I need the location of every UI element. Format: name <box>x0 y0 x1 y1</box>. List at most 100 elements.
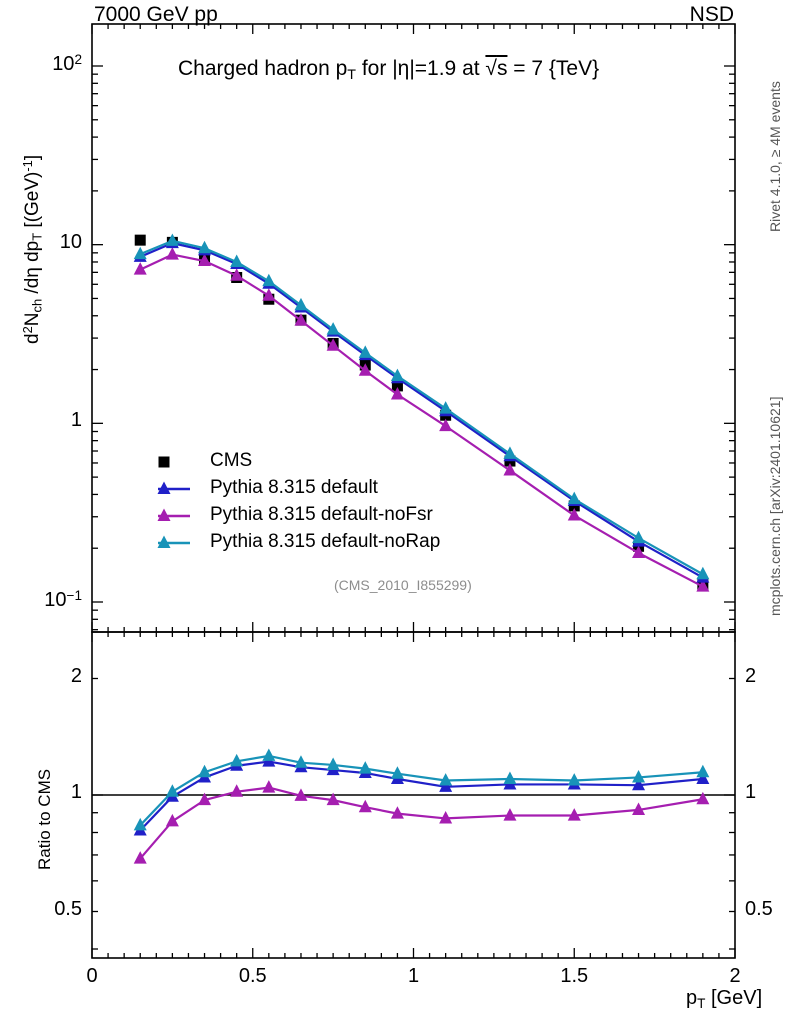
title-part-a: Charged hadron p <box>178 57 348 80</box>
title-s: s <box>496 57 508 80</box>
data-point-pythia-8-315-default-nofsr <box>632 545 646 559</box>
data-point-pythia-8-315-default-norap <box>439 773 453 786</box>
data-point-pythia-8-315-default-nofsr <box>326 338 340 351</box>
sqrt-glyph: √ <box>485 57 497 80</box>
data-point-pythia-8-315-default-norap <box>567 491 581 505</box>
series-line-pythia-8-315-default-norap <box>139 239 704 576</box>
data-point-pythia-8-315-default-nofsr <box>133 851 147 864</box>
data-point-pythia-8-315-default-nofsr <box>390 387 404 400</box>
y-tick-label: 10 <box>59 230 82 253</box>
data-point-pythia-8-315-default-norap <box>198 240 212 254</box>
data-point-pythia-8-315-default-norap <box>165 784 179 797</box>
data-point-pythia-8-315-default-norap <box>230 753 244 767</box>
header-left-label: 7000 GeV pp <box>94 3 218 26</box>
data-point-pythia-8-315-default-nofsr <box>262 288 276 301</box>
data-point-pythia-8-315-default-norap <box>198 764 212 778</box>
data-point-pythia-8-315-default-nofsr <box>294 788 308 801</box>
data-point-pythia-8-315-default-norap <box>390 368 404 382</box>
ratio-tick-label-left: 0.5 <box>54 897 82 920</box>
legend-marker-0 <box>158 456 170 468</box>
ratio-tick-label-left: 1 <box>70 781 82 803</box>
x-axis-label: pT [GeV] <box>686 988 762 1010</box>
data-point-pythia-8-315-default <box>696 771 710 785</box>
ratio-tick-label-right: 0.5 <box>745 897 773 920</box>
data-point-pythia-8-315-default-nofsr <box>439 418 453 432</box>
series-line-pythia-8-315-default <box>139 760 703 832</box>
data-point-cms <box>134 234 146 246</box>
x-axis-p: p <box>686 987 698 1009</box>
x-axis-sub-T: T <box>697 995 706 1011</box>
analysis-id-watermark: (CMS_2010_I855299) <box>334 577 472 593</box>
title-sub-T: T <box>347 66 357 83</box>
x-axis-unit: [GeV] <box>705 987 763 1009</box>
y-tick-label: 102 <box>52 52 82 76</box>
data-point-pythia-8-315-default-nofsr <box>230 268 244 281</box>
series-line-pythia-8-315-default-norap <box>139 754 703 827</box>
legend-marker-3 <box>157 535 171 549</box>
data-point-pythia-8-315-default-norap <box>390 766 404 779</box>
data-point-pythia-8-315-default-nofsr <box>133 262 147 275</box>
legend-label-0[interactable]: CMS <box>210 450 253 471</box>
data-point-pythia-8-315-default-nofsr <box>567 808 581 821</box>
y-tick-label: 1 <box>70 409 82 432</box>
data-point-pythia-8-315-default-norap <box>632 530 646 544</box>
data-point-pythia-8-315-default-norap <box>326 322 340 335</box>
data-point-pythia-8-315-default-nofsr <box>294 313 308 326</box>
x-tick-label: 0.5 <box>238 965 267 987</box>
data-point-pythia-8-315-default-norap <box>696 566 710 580</box>
ratio-tick-label-left: 2 <box>70 664 82 687</box>
data-point-pythia-8-315-default-nofsr <box>439 810 453 824</box>
title-sqrt-s: √s <box>485 57 507 80</box>
data-point-pythia-8-315-default-norap <box>262 748 276 761</box>
chart-title: Charged hadron pT for |η|=1.9 at √s = 7 … <box>178 58 599 82</box>
data-point-pythia-8-315-default-norap <box>326 757 340 770</box>
series-line-pythia-8-315-default-nofsr <box>139 786 704 860</box>
x-tick-label: 1 <box>407 965 420 987</box>
data-point-pythia-8-315-default-nofsr <box>326 792 340 806</box>
data-point-pythia-8-315-default-nofsr <box>358 363 372 376</box>
legend-label-2[interactable]: Pythia 8.315 default-noFsr <box>210 504 433 525</box>
data-point-pythia-8-315-default-norap <box>165 233 179 246</box>
header-right-label: NSD <box>689 3 734 26</box>
legend-label-1[interactable]: Pythia 8.315 default <box>210 477 378 498</box>
data-point-pythia-8-315-default-nofsr <box>567 508 581 521</box>
ratio-tick-label-right: 1 <box>745 781 757 803</box>
data-point-pythia-8-315-default-nofsr <box>632 802 646 815</box>
data-point-pythia-8-315-default-nofsr <box>165 247 179 260</box>
data-point-pythia-8-315-default-nofsr <box>165 813 179 827</box>
data-point-pythia-8-315-default <box>632 777 646 791</box>
legend-marker-2 <box>157 508 171 522</box>
data-point-pythia-8-315-default <box>439 779 453 792</box>
data-point-pythia-8-315-default-norap <box>294 297 308 311</box>
x-tick-label: 2 <box>729 965 741 987</box>
data-point-pythia-8-315-default-norap <box>567 773 581 786</box>
title-part-b: for |η|=1.9 at <box>356 57 486 80</box>
x-tick-label: 0 <box>86 965 98 987</box>
data-point-pythia-8-315-default-norap <box>230 254 244 268</box>
data-point-pythia-8-315-default-norap <box>696 764 710 778</box>
data-point-pythia-8-315-default-nofsr <box>696 579 710 592</box>
data-point-pythia-8-315-default-norap <box>439 401 453 414</box>
data-point-pythia-8-315-default-norap <box>262 273 276 287</box>
data-point-pythia-8-315-default-norap <box>632 770 646 783</box>
data-point-pythia-8-315-default-norap <box>133 246 147 260</box>
ratio-tick-label-right: 2 <box>745 664 757 687</box>
data-point-pythia-8-315-default-nofsr <box>230 784 244 797</box>
legend-label-3[interactable]: Pythia 8.315 default-noRap <box>210 531 441 552</box>
data-point-pythia-8-315-default-nofsr <box>262 780 276 793</box>
x-tick-label: 1.5 <box>560 965 589 987</box>
data-point-pythia-8-315-default-norap <box>358 345 372 358</box>
data-point-cms <box>391 380 403 392</box>
data-point-pythia-8-315-default-norap <box>294 755 308 768</box>
data-point-pythia-8-315-default-norap <box>133 817 147 831</box>
data-point-pythia-8-315-default-nofsr <box>198 792 212 806</box>
title-part-c: = 7 {TeV} <box>507 57 600 80</box>
data-point-pythia-8-315-default-nofsr <box>503 462 517 476</box>
data-point-pythia-8-315-default-nofsr <box>198 253 212 267</box>
data-point-pythia-8-315-default-norap <box>503 446 517 459</box>
data-point-pythia-8-315-default-nofsr <box>696 791 710 805</box>
y-tick-label: 10−1 <box>44 588 82 612</box>
data-point-pythia-8-315-default-nofsr <box>503 808 517 821</box>
